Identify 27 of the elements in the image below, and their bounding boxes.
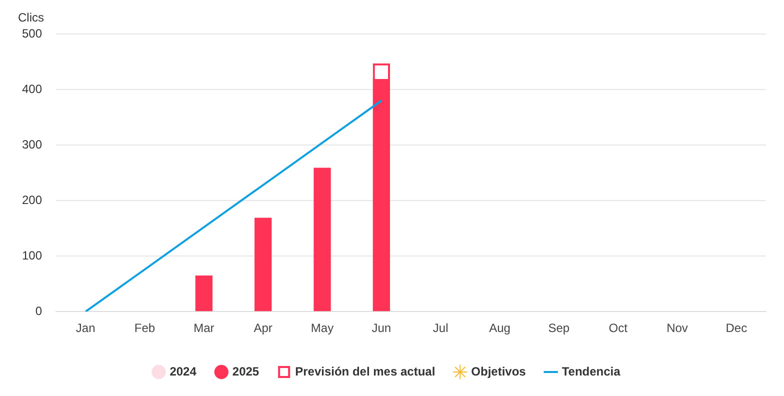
legend-label: 2025 [232, 364, 260, 378]
y-tick-label: 100 [22, 248, 42, 262]
x-tick-label: May [310, 321, 334, 336]
x-tick-label: Dec [726, 321, 748, 336]
bar [254, 218, 272, 312]
x-tick-label: Mar [194, 321, 214, 336]
x-tick-label: Jul [432, 321, 448, 336]
y-tick-label: 300 [22, 137, 42, 152]
y-tick-label: 400 [22, 82, 42, 96]
x-tick-label: Apr [254, 321, 272, 336]
legend-label: Tendencia [562, 364, 621, 378]
x-tick-label: Aug [489, 321, 510, 336]
legend-label: Previsión del mes actual [295, 364, 436, 378]
y-tick-label: 0 [35, 304, 42, 318]
y-axis-title: Clics [18, 10, 44, 24]
x-tick-label: Sep [548, 321, 570, 336]
bar [314, 168, 331, 312]
x-tick-label: Oct [608, 321, 628, 336]
legend-label: Objetivos [471, 364, 526, 378]
legend-label: 2024 [170, 364, 197, 378]
bar [195, 276, 213, 312]
x-tick-label: Feb [134, 321, 156, 336]
x-tick-label: Jan [76, 321, 96, 336]
x-tick-label: Nov [666, 321, 688, 336]
y-tick-label: 500 [22, 26, 42, 40]
x-tick-label: Jun [372, 321, 392, 336]
y-tick-label: 200 [22, 192, 42, 207]
